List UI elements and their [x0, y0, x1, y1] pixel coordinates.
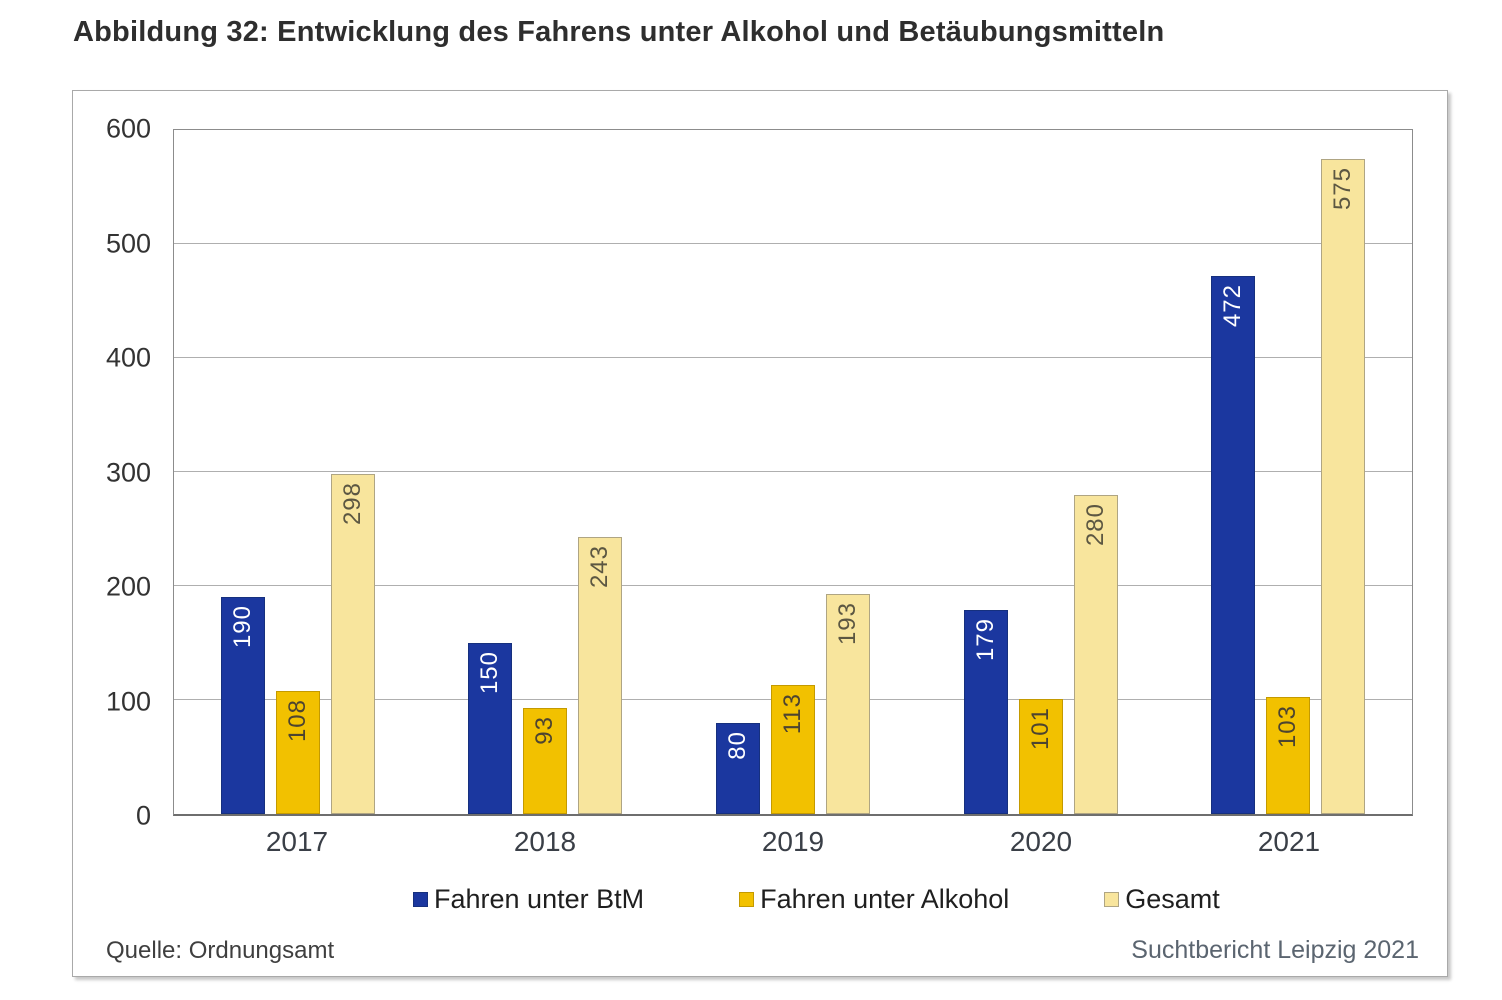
- bar-value-label: 150: [476, 651, 504, 695]
- y-tick-label: 300: [105, 457, 151, 487]
- gridline: [174, 585, 1412, 586]
- bar-group-2021: 472 103 575: [1164, 130, 1412, 814]
- bar-group-2017: 190 108 298: [174, 130, 422, 814]
- bar-value-label: 113: [778, 693, 806, 735]
- gridline: [174, 243, 1412, 244]
- bar-value-label: 575: [1329, 166, 1357, 210]
- bar: 190: [220, 597, 265, 814]
- bar: 472: [1211, 275, 1256, 814]
- gridline: [174, 357, 1412, 358]
- source-note: Quelle: Ordnungsamt: [106, 937, 335, 964]
- x-tick-label: 2017: [265, 826, 329, 857]
- y-axis: 0 100 200 300 400 500 600: [73, 114, 165, 831]
- bar-value-label: 108: [283, 698, 311, 742]
- y-tick-label: 400: [105, 342, 151, 373]
- bar: 179: [963, 609, 1008, 814]
- page-title: Abbildung 32: Entwicklung des Fahrens un…: [73, 16, 1165, 48]
- bar-value-label: 103: [1274, 704, 1302, 748]
- bar-value-label: 472: [1219, 283, 1247, 327]
- bar: 93: [523, 707, 568, 814]
- legend-item: Fahren unter BtM: [413, 884, 644, 915]
- bar: 80: [715, 722, 760, 814]
- bar-value-label: 298: [338, 482, 366, 526]
- legend-swatch-icon: [1104, 892, 1120, 907]
- plot-area: 190 108 298 150 93 243 80 113 193 179 101 280 472 103…: [173, 129, 1413, 816]
- bar-group-2019: 80 113 193: [669, 130, 917, 814]
- bar-group-2018: 150 93 243: [422, 130, 670, 814]
- legend-label: Gesamt: [1125, 884, 1220, 914]
- legend-swatch-icon: [739, 892, 755, 907]
- bar: 103: [1266, 696, 1311, 814]
- bar-value-label: 280: [1081, 502, 1109, 546]
- x-tick-label: 2020: [1009, 826, 1073, 857]
- attribution-note: Suchtbericht Leipzig 2021: [1131, 936, 1419, 964]
- y-tick-label: 200: [105, 571, 151, 602]
- bar: 108: [275, 690, 320, 814]
- legend: Fahren unter BtM Fahren unter Alkohol Gesa…: [413, 884, 1220, 915]
- legend-swatch-icon: [413, 892, 428, 907]
- bar-value-label: 101: [1026, 706, 1054, 750]
- legend-item: Gesamt: [1104, 884, 1220, 915]
- bar: 101: [1018, 698, 1063, 814]
- x-tick-label: 2019: [761, 826, 825, 857]
- bar: 150: [468, 643, 513, 814]
- legend-label: Fahren unter Alkohol: [760, 884, 1010, 914]
- bar: 298: [330, 474, 375, 814]
- bar: 280: [1073, 494, 1118, 814]
- bar-value-label: 179: [971, 617, 999, 661]
- x-tick-label: 2018: [513, 826, 577, 857]
- bar-value-label: 93: [531, 715, 559, 745]
- figure-footer: Quelle: Ordnungsamt Suchtbericht Leipzig…: [73, 936, 1447, 965]
- bar-groups: 190 108 298 150 93 243 80 113 193 179 101 280 472 103…: [174, 130, 1412, 814]
- bar-group-2020: 179 101 280: [917, 130, 1165, 814]
- x-axis: 2017 2018 2019 2020 2021: [173, 826, 1413, 858]
- y-tick-label: 0: [135, 800, 151, 831]
- bar-value-label: 243: [586, 544, 614, 589]
- bar: 575: [1321, 158, 1366, 814]
- x-tick-label: 2021: [1257, 826, 1321, 857]
- y-tick-label: 100: [105, 686, 151, 716]
- legend-label: Fahren unter BtM: [434, 884, 645, 914]
- bar-value-label: 193: [833, 601, 861, 646]
- chart-figure: 0 100 200 300 400 500 600 190 108 298 150 93 243 80 1…: [72, 90, 1448, 977]
- legend-item: Fahren unter Alkohol: [739, 884, 1009, 915]
- bar-value-label: 190: [228, 605, 256, 649]
- bar-value-label: 80: [723, 730, 751, 760]
- bar: 193: [825, 593, 870, 814]
- bar: 243: [578, 536, 623, 814]
- y-tick-label: 500: [105, 228, 151, 258]
- gridline: [174, 471, 1412, 472]
- y-tick-label: 600: [105, 113, 151, 144]
- bar: 113: [770, 685, 815, 814]
